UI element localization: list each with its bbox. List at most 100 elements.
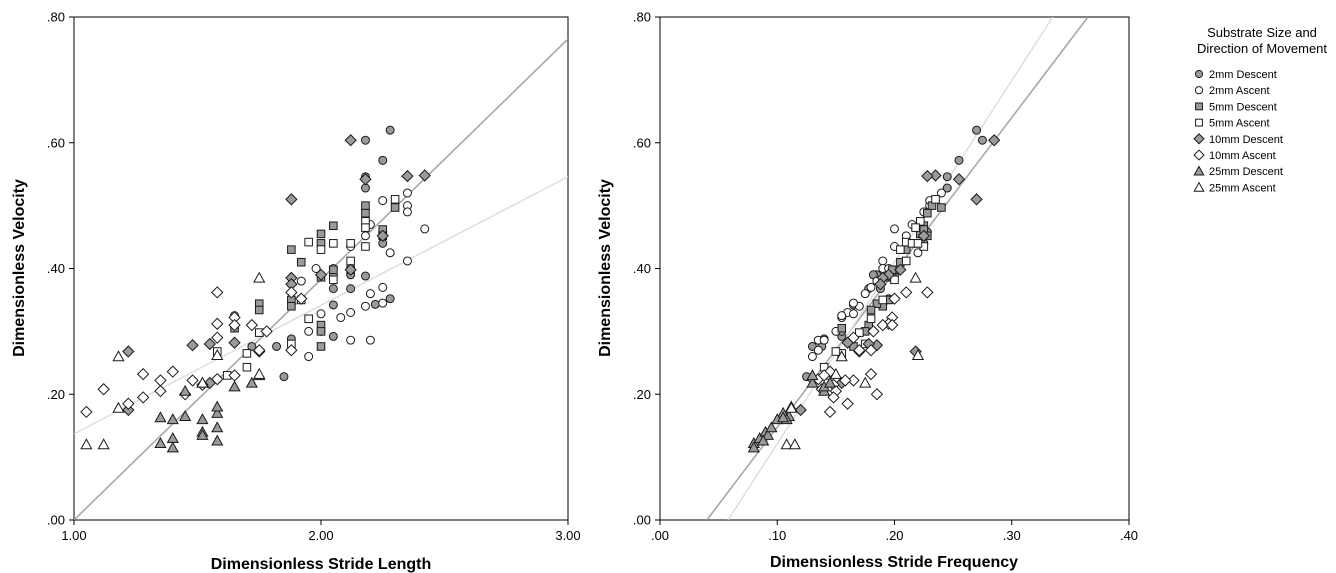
point-25mm-descent xyxy=(179,409,192,421)
point-25mm-ascent xyxy=(97,438,110,450)
point-5mm-ascent xyxy=(361,223,370,232)
point-25mm-ascent xyxy=(80,438,93,450)
point-2mm-descent xyxy=(328,300,338,310)
legend-label: 10mm Ascent xyxy=(1209,150,1276,162)
point-10mm-descent xyxy=(314,268,328,281)
legend-label: 25mm Ascent xyxy=(1209,182,1276,194)
y-tick-label: .60 xyxy=(633,135,651,150)
point-2mm-descent xyxy=(272,341,282,351)
point-10mm-ascent xyxy=(867,325,880,338)
point-5mm-ascent xyxy=(931,195,940,204)
y-axis-ticks: .00 .20 .40 .60 .80 xyxy=(47,10,74,528)
25mm-descent-legend-marker-icon xyxy=(1193,165,1205,176)
point-2mm-descent xyxy=(279,372,289,382)
point-25mm-descent xyxy=(245,376,258,388)
point-2mm-ascent xyxy=(878,256,888,266)
point-25mm-descent xyxy=(757,434,770,446)
point-5mm-ascent xyxy=(913,239,923,248)
x-axis-title: Dimensionless Stride Frequency xyxy=(770,554,1018,571)
point-2mm-descent xyxy=(385,125,395,135)
y-tick-label: .60 xyxy=(47,135,65,150)
x-axis-ticks: .00 .10 .20 .30 .40 xyxy=(651,520,1138,543)
y-tick-label: .00 xyxy=(633,513,651,528)
point-10mm-descent xyxy=(344,134,357,147)
point-2mm-ascent xyxy=(837,311,847,321)
point-25mm-ascent xyxy=(909,271,922,283)
point-10mm-ascent xyxy=(80,405,93,419)
x-axis-title: Dimensionless Stride Length xyxy=(211,556,431,573)
point-10mm-ascent xyxy=(136,367,150,381)
legend-item-25mm-descent: 25mm Descent xyxy=(1193,165,1283,178)
point-10mm-ascent xyxy=(841,397,854,410)
point-2mm-ascent xyxy=(336,313,346,323)
point-10mm-descent xyxy=(122,403,135,417)
point-2mm-ascent xyxy=(360,231,370,241)
legend-item-2mm-ascent: 2mm Ascent xyxy=(1194,85,1270,97)
point-5mm-descent xyxy=(329,221,338,231)
point-10mm-ascent xyxy=(211,317,224,330)
point-2mm-descent xyxy=(346,284,356,294)
point-10mm-ascent xyxy=(136,391,150,404)
point-5mm-descent xyxy=(361,201,370,210)
point-2mm-descent xyxy=(247,341,257,351)
point-2mm-descent xyxy=(328,284,338,294)
point-25mm-descent xyxy=(166,431,179,443)
x-tick-label: .20 xyxy=(885,528,903,543)
point-10mm-ascent xyxy=(900,286,913,299)
point-2mm-ascent xyxy=(346,335,356,345)
point-25mm-descent xyxy=(211,400,224,412)
point-25mm-ascent xyxy=(788,438,801,450)
point-2mm-descent xyxy=(360,135,370,145)
point-10mm-descent xyxy=(987,134,1001,147)
point-10mm-descent xyxy=(228,336,241,349)
10mm-descent-legend-marker-icon xyxy=(1193,133,1205,145)
point-5mm-descent xyxy=(390,203,400,212)
y-tick-label: .20 xyxy=(633,387,651,402)
series-2mm-descent xyxy=(802,125,987,382)
point-10mm-ascent xyxy=(847,374,860,387)
point-2mm-ascent xyxy=(346,308,356,318)
point-10mm-ascent xyxy=(864,367,878,381)
point-25mm-ascent xyxy=(835,350,848,362)
point-5mm-ascent xyxy=(855,328,864,337)
point-10mm-descent xyxy=(376,229,389,242)
point-25mm-ascent xyxy=(196,376,209,388)
y-tick-label: .40 xyxy=(633,261,651,276)
point-2mm-descent xyxy=(385,294,395,304)
point-5mm-descent xyxy=(923,208,932,218)
legend-label: 5mm Ascent xyxy=(1209,118,1270,130)
point-2mm-ascent xyxy=(807,352,817,362)
point-5mm-descent xyxy=(937,203,946,212)
series-25mm-descent xyxy=(747,369,837,453)
point-2mm-ascent xyxy=(402,188,412,198)
point-5mm-descent xyxy=(316,327,326,336)
x-tick-label: .30 xyxy=(1003,528,1021,543)
point-2mm-ascent xyxy=(378,298,388,308)
point-25mm-descent xyxy=(765,421,778,433)
point-10mm-ascent xyxy=(885,318,899,332)
point-10mm-descent xyxy=(929,169,942,182)
point-25mm-descent xyxy=(806,376,819,388)
y-tick-label: .00 xyxy=(47,513,65,528)
point-10mm-ascent xyxy=(245,318,259,332)
point-2mm-ascent xyxy=(860,289,870,299)
point-5mm-descent xyxy=(866,305,876,315)
point-5mm-ascent xyxy=(361,242,370,251)
point-10mm-descent xyxy=(794,403,807,417)
point-25mm-descent xyxy=(196,413,209,425)
point-10mm-ascent xyxy=(285,286,298,299)
legend-item-10mm-ascent: 10mm Ascent xyxy=(1193,149,1276,162)
point-10mm-descent xyxy=(882,268,895,281)
chart-stride-frequency: .00 .10 .20 .30 .40 .00 .20 .40 .60 .80 Dimensio… xyxy=(597,10,1138,572)
legend-title-line2: Direction of Movement xyxy=(1197,41,1327,56)
point-2mm-descent xyxy=(942,183,952,193)
point-5mm-ascent xyxy=(831,347,841,356)
x-axis-ticks: 1.00 2.00 3.00 xyxy=(61,520,581,543)
point-5mm-ascent xyxy=(890,275,899,285)
point-10mm-descent xyxy=(122,345,135,358)
series-25mm-ascent xyxy=(80,271,266,450)
point-2mm-descent xyxy=(972,125,982,135)
legend: Substrate Size and Direction of Movement… xyxy=(1193,25,1327,194)
point-2mm-descent xyxy=(360,271,370,281)
